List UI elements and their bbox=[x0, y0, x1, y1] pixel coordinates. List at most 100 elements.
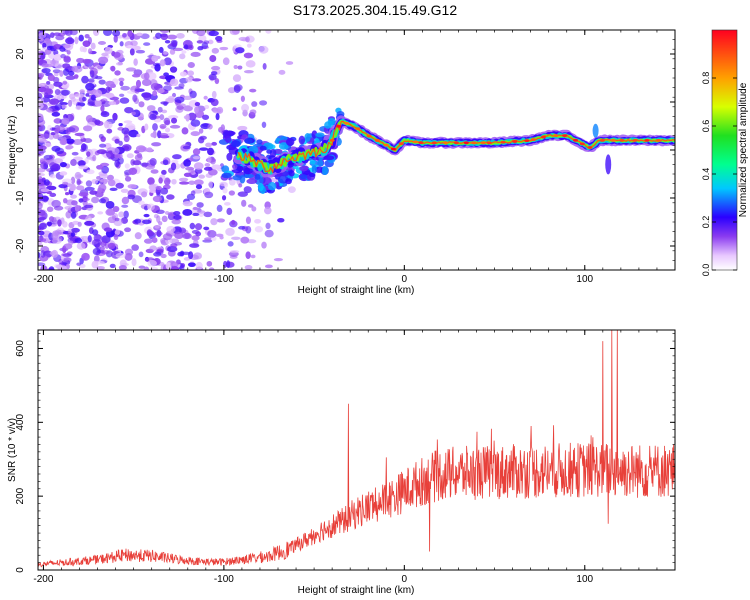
spectrogram-signal-blob bbox=[309, 172, 316, 178]
spectrogram-noise-blob bbox=[82, 58, 91, 64]
spectrogram-noise-blob bbox=[171, 178, 177, 185]
spectrogram-noise-blob bbox=[215, 113, 220, 121]
spectrogram-noise-blob bbox=[105, 200, 115, 209]
spectrogram-noise-blob bbox=[155, 209, 165, 214]
spectrogram-noise-blob bbox=[81, 252, 90, 261]
spectrogram-ytick-label: 20 bbox=[15, 48, 26, 60]
spectrogram-noise-blob bbox=[174, 232, 184, 240]
spectrogram-noise-blob bbox=[199, 135, 207, 140]
spectrogram-noise-blob bbox=[166, 194, 175, 200]
spectrogram-noise-blob bbox=[76, 242, 86, 250]
spectrogram-noise-blob bbox=[264, 201, 271, 210]
spectrogram-noise-blob bbox=[77, 221, 82, 227]
spectrogram-noise-blob bbox=[78, 165, 89, 170]
spectrogram-noise-blob bbox=[70, 232, 76, 237]
spectrogram-noise-blob bbox=[82, 194, 88, 201]
spectrogram-noise-blob bbox=[43, 179, 50, 186]
spectrogram-noise-blob bbox=[149, 79, 158, 88]
spectrogram-noise-blob bbox=[194, 223, 203, 231]
spectrogram-noise-blob bbox=[118, 140, 123, 146]
spectrogram-noise-blob bbox=[118, 93, 125, 97]
spectrogram-noise-blob bbox=[189, 243, 200, 248]
spectrogram-noise-blob bbox=[62, 68, 70, 76]
spectrogram-noise-blob bbox=[79, 89, 85, 94]
spectrogram-noise-blob bbox=[183, 159, 191, 167]
spectrogram-signal-blob bbox=[244, 137, 253, 145]
spectrogram-noise-blob bbox=[181, 50, 187, 54]
spectrogram-noise-blob bbox=[110, 65, 116, 72]
spectrogram-peak bbox=[453, 141, 459, 145]
spectrogram-noise-blob bbox=[87, 36, 92, 45]
spectrogram-noise-blob bbox=[39, 55, 45, 60]
spectrogram-noise-blob bbox=[105, 86, 111, 93]
spectrogram-noise-blob bbox=[97, 41, 106, 45]
spectrogram-noise-blob bbox=[103, 227, 113, 232]
spectrogram-noise-blob bbox=[179, 71, 187, 77]
spectrogram-noise-blob bbox=[203, 166, 213, 171]
spectrogram-noise-blob bbox=[182, 95, 193, 100]
spectrogram-noise-blob bbox=[265, 222, 271, 230]
spectrogram-noise-blob bbox=[189, 222, 196, 230]
spectrogram-noise-blob bbox=[215, 233, 224, 238]
spectrogram-noise-blob bbox=[72, 220, 80, 225]
spectrogram-ytick-label: 10 bbox=[15, 96, 26, 108]
spectrogram-noise-blob bbox=[76, 174, 84, 178]
spectrogram-signal-blob bbox=[232, 175, 242, 181]
spectrogram-signal-blob bbox=[278, 142, 289, 150]
spectrogram-signal-blob bbox=[244, 173, 255, 178]
spectrogram-noise-blob bbox=[134, 232, 142, 240]
spectrogram-xtick-label: -100 bbox=[214, 274, 234, 285]
spectrogram-noise-blob bbox=[38, 32, 47, 39]
spectrogram-signal-blob bbox=[285, 137, 295, 147]
spectrogram-noise-blob bbox=[118, 77, 125, 82]
spectrogram-noise-blob bbox=[73, 74, 79, 79]
snr-xtick-label: 100 bbox=[576, 574, 593, 585]
spectrogram-noise-blob bbox=[147, 259, 157, 267]
spectrogram-noise-blob bbox=[207, 123, 213, 130]
spectrogram-noise-blob bbox=[166, 34, 178, 40]
spectrogram-peak bbox=[655, 139, 661, 142]
spectrogram-noise-blob bbox=[38, 251, 41, 259]
spectrogram-noise-blob bbox=[87, 101, 96, 107]
spectrogram-noise-blob bbox=[178, 177, 189, 182]
spectrogram-noise-blob bbox=[118, 211, 125, 218]
spectrogram-peak bbox=[610, 139, 616, 142]
spectrogram-noise-blob bbox=[62, 80, 68, 85]
spectrogram-noise-blob bbox=[199, 147, 209, 151]
spectrogram-noise-blob bbox=[153, 118, 162, 123]
spectrogram-noise-blob bbox=[85, 93, 90, 97]
spectrogram-noise-blob bbox=[183, 44, 189, 50]
spectrogram-noise-blob bbox=[96, 164, 104, 170]
spectrogram-noise-blob bbox=[196, 30, 206, 37]
colorbar: 0.0 0.2 0.4 0.6 0.8 Normalized spectral ampl… bbox=[701, 29, 749, 277]
snr-xtick-label: 0 bbox=[402, 574, 408, 585]
spectrogram-peak bbox=[374, 139, 380, 142]
spectrogram-peak bbox=[390, 147, 396, 151]
spectrogram-noise-blob bbox=[56, 134, 63, 140]
spectrogram-peak bbox=[632, 139, 638, 142]
spectrogram-noise-blob bbox=[99, 143, 107, 148]
spectrogram-noise-blob bbox=[132, 109, 141, 118]
spectrogram-noise-blob bbox=[48, 216, 55, 222]
spectrogram-noise-blob bbox=[211, 90, 217, 99]
colorbar-tick-label: 0.0 bbox=[701, 264, 711, 277]
spectrogram-noise-blob bbox=[96, 175, 101, 180]
spectrogram-noise-blob bbox=[134, 218, 142, 224]
spectrogram-peak bbox=[579, 142, 585, 146]
spectrogram-peak bbox=[599, 139, 605, 142]
spectrogram-noise-blob bbox=[190, 131, 201, 137]
spectrogram-signal-blob bbox=[232, 163, 238, 170]
spectrogram-noise-blob bbox=[227, 241, 234, 247]
spectrogram-noise-blob bbox=[45, 107, 53, 112]
spectrogram-noise-blob bbox=[74, 132, 85, 137]
spectrogram-noise-blob bbox=[48, 134, 54, 140]
spectrogram-peak bbox=[443, 141, 449, 145]
spectrogram-noise-blob bbox=[123, 135, 130, 143]
spectrogram-noise-blob bbox=[68, 70, 75, 76]
spectrogram-noise-blob bbox=[54, 104, 63, 111]
spectrogram-peak bbox=[355, 127, 361, 131]
spectrogram-noise-blob bbox=[240, 95, 245, 102]
spectrogram-signal-blob bbox=[314, 166, 324, 173]
spectrogram-noise-blob bbox=[112, 112, 118, 121]
spectrogram-noise-blob bbox=[240, 236, 250, 244]
